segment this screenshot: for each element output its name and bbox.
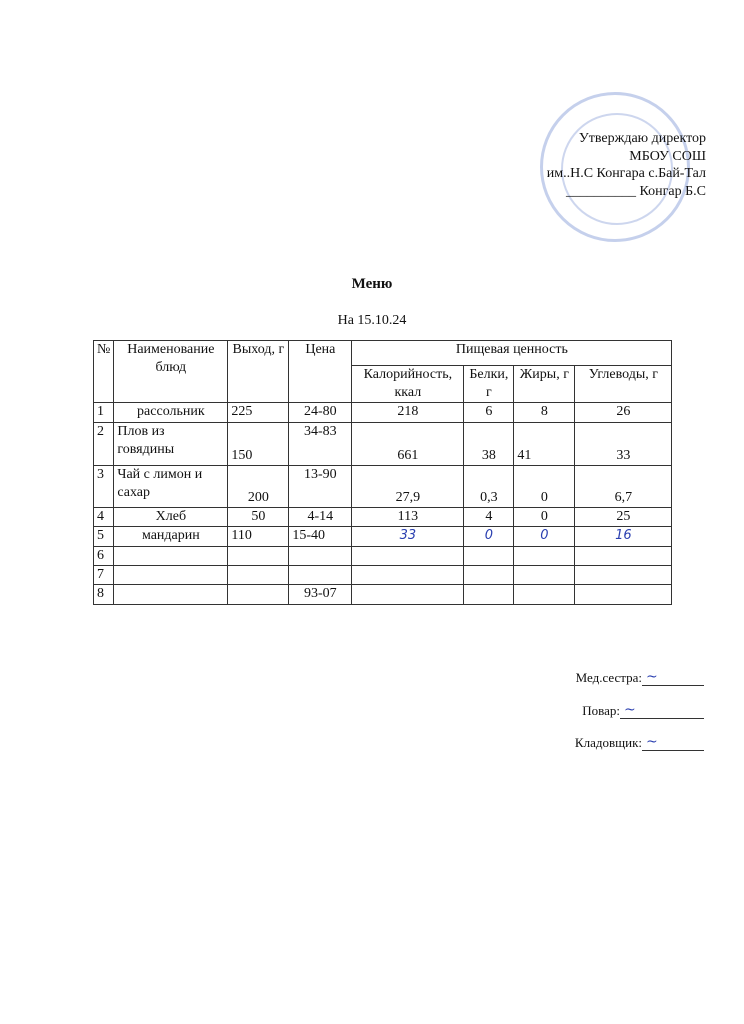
header-yield: Выход, г xyxy=(227,340,290,403)
cell-protein-handwritten: 0 xyxy=(463,526,515,547)
table-row: 2 Плов из говядины 150 34-83 661 38 41 3… xyxy=(92,422,673,466)
cell-fat: 0 xyxy=(513,507,576,527)
cell-price: 24-80 xyxy=(288,402,353,423)
table-row: 4 Хлеб 50 4-14 113 4 0 25 xyxy=(92,507,673,527)
approval-line-3: им..Н.С Конгара с.Бай-Тал xyxy=(546,166,706,181)
cell-name: Хлеб xyxy=(113,507,229,527)
cell-num: 5 xyxy=(92,526,115,547)
cell-kcal-handwritten: 33 xyxy=(351,526,465,547)
handwritten-signature: ~ xyxy=(624,702,636,718)
cell-num: 3 xyxy=(92,465,115,508)
header-carbs: Углеводы, г xyxy=(574,365,673,403)
cell-protein: 6 xyxy=(463,402,515,423)
approval-line-2: МБОУ СОШ xyxy=(629,148,706,164)
signature-cook: Повар: ~ xyxy=(582,702,704,719)
handwritten-signature: ~ xyxy=(646,734,658,750)
cell-num: 1 xyxy=(92,402,115,423)
cell-carbs: 25 xyxy=(574,507,673,527)
cook-label: Повар: xyxy=(582,703,620,718)
cell-price: 4-14 xyxy=(288,507,353,527)
cell-kcal: 113 xyxy=(351,507,465,527)
cell-price-total: 93-07 xyxy=(288,584,353,605)
cell-num: 8 xyxy=(92,584,115,605)
cell-carbs: 6,7 xyxy=(574,465,673,508)
cell-fat: 41 xyxy=(513,422,576,466)
signature-line: ~ xyxy=(620,702,704,719)
table-row: 1 рассольник 225 24-80 218 6 8 26 xyxy=(92,402,673,423)
cell-name: Чай с лимон и сахар xyxy=(113,465,229,508)
approval-line-1: Утверждаю директор xyxy=(578,131,706,146)
menu-table: № Наименование блюд Выход, г Цена Пищева… xyxy=(92,340,673,605)
handwritten-signature: ~ xyxy=(646,669,658,685)
signature-line: ~ xyxy=(642,669,704,686)
header-price: Цена xyxy=(288,340,353,403)
nurse-label: Мед.сестра: xyxy=(575,670,642,685)
cell-fat: 0 xyxy=(513,465,576,508)
cell-price: 15-40 xyxy=(288,526,353,547)
document-title: Меню xyxy=(351,276,393,292)
cell-fat: 8 xyxy=(513,402,576,423)
cell-name: рассольник xyxy=(113,402,229,423)
table-row: 7 xyxy=(92,565,673,585)
header-num: № xyxy=(92,340,115,403)
approval-line-4: __________ Конгар Б.С xyxy=(566,183,706,199)
cell-protein: 0,3 xyxy=(463,465,515,508)
cell-fat-handwritten: 0 xyxy=(513,526,576,547)
cell-yield: 225 xyxy=(227,402,290,423)
header-name: Наименование блюд xyxy=(113,340,229,403)
cell-yield: 110 xyxy=(227,526,290,547)
header-protein: Белки, г xyxy=(463,365,515,403)
table-row: 6 xyxy=(92,546,673,566)
storekeeper-label: Кладовщик: xyxy=(574,735,642,750)
cell-kcal: 661 xyxy=(351,422,465,466)
cell-name: Плов из говядины xyxy=(113,422,229,466)
cell-carbs-handwritten: 16 xyxy=(574,526,673,547)
cell-num: 4 xyxy=(92,507,115,527)
table-row: 3 Чай с лимон и сахар 200 13-90 27,9 0,3… xyxy=(92,465,673,508)
cell-name: мандарин xyxy=(113,526,229,547)
cell-num: 2 xyxy=(92,422,115,466)
cell-price: 34-83 xyxy=(288,422,353,466)
cell-num: 7 xyxy=(92,565,115,585)
table-row: 8 93-07 xyxy=(92,584,673,605)
cell-yield: 200 xyxy=(227,465,290,508)
cell-kcal: 218 xyxy=(351,402,465,423)
cell-price: 13-90 xyxy=(288,465,353,508)
header-fat: Жиры, г xyxy=(513,365,576,403)
menu-date: На 15.10.24 xyxy=(337,313,407,328)
header-kcal: Калорийность, ккал xyxy=(351,365,465,403)
cell-carbs: 33 xyxy=(574,422,673,466)
signature-storekeeper: Кладовщик: ~ xyxy=(574,734,704,751)
cell-num: 6 xyxy=(92,546,115,566)
cell-kcal: 27,9 xyxy=(351,465,465,508)
cell-yield: 50 xyxy=(227,507,290,527)
approval-block: Утверждаю директор МБОУ СОШ им..Н.С Конг… xyxy=(547,130,706,200)
header-nutrition: Пищевая ценность xyxy=(351,340,673,366)
cell-yield: 150 xyxy=(227,422,290,466)
cell-protein: 4 xyxy=(463,507,515,527)
signature-nurse: Мед.сестра: ~ xyxy=(575,669,704,686)
cell-carbs: 26 xyxy=(574,402,673,423)
official-stamp xyxy=(540,92,690,242)
signature-line: ~ xyxy=(642,734,704,751)
cell-protein: 38 xyxy=(463,422,515,466)
table-row: 5 мандарин 110 15-40 33 0 0 16 xyxy=(92,526,673,547)
